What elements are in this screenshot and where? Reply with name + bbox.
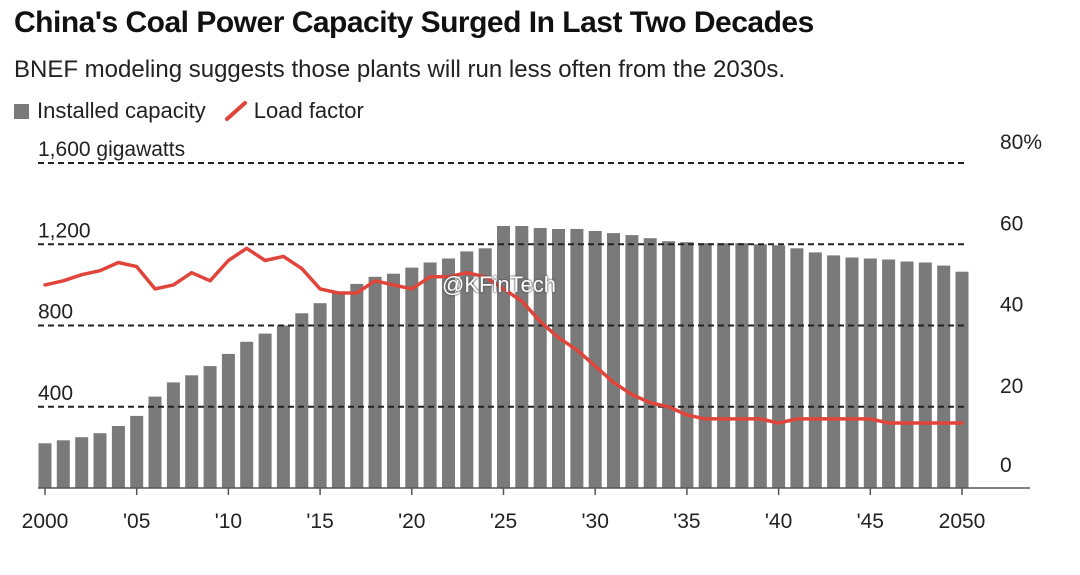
legend-label-load-factor: Load factor: [253, 98, 364, 123]
right-tick-label: 60: [1000, 212, 1023, 235]
capacity-bar: [570, 229, 584, 488]
capacity-bar: [93, 433, 107, 488]
x-tick-label: 2000: [22, 510, 69, 533]
capacity-bar: [680, 242, 694, 488]
capacity-bar: [130, 415, 144, 488]
capacity-bar: [552, 229, 565, 488]
x-tick-label: '20: [398, 510, 425, 533]
right-tick-label: 0: [1000, 454, 1012, 477]
capacity-bar: [662, 241, 676, 488]
capacity-bar: [258, 333, 272, 488]
capacity-bar: [900, 261, 914, 488]
capacity-bar: [185, 375, 199, 488]
capacity-bar: [790, 248, 804, 488]
capacity-bar: [918, 262, 932, 488]
x-tick-label: '40: [765, 510, 792, 533]
capacity-bar: [515, 226, 529, 488]
x-tick-label: '30: [582, 510, 609, 533]
capacity-bar: [331, 292, 345, 488]
legend-line-swatch-icon: [224, 101, 247, 121]
chart-title: China's Coal Power Capacity Surged In La…: [14, 6, 814, 39]
capacity-bar: [717, 243, 731, 488]
right-tick-label: 40: [1000, 294, 1023, 317]
capacity-bar: [313, 303, 327, 488]
capacity-bar: [588, 231, 602, 488]
capacity-bar: [955, 271, 969, 488]
capacity-bar: [607, 233, 620, 488]
capacity-bar: [735, 243, 749, 488]
capacity-bar: [111, 426, 125, 488]
capacity-bar: [845, 257, 859, 488]
capacity-bar: [221, 353, 235, 488]
capacity-bar: [625, 235, 639, 488]
right-tick-label: 80%: [1000, 131, 1042, 154]
capacity-bar: [827, 255, 841, 488]
capacity-bar: [937, 265, 951, 488]
capacity-bar: [753, 244, 767, 489]
chart-subtitle: BNEF modeling suggests those plants will…: [14, 56, 786, 83]
x-tick-label: '25: [490, 510, 517, 533]
capacity-bar: [772, 245, 786, 488]
x-tick-label: '05: [123, 510, 150, 533]
capacity-bar: [863, 258, 877, 488]
capacity-bar: [75, 437, 89, 488]
capacity-bar: [533, 228, 547, 488]
watermark: @KFinTech: [442, 272, 557, 297]
legend-bar-swatch-icon: [14, 103, 29, 119]
legend: Installed capacity Load factor: [14, 98, 364, 124]
x-tick-label: '15: [306, 510, 333, 533]
capacity-bar: [56, 440, 70, 488]
capacity-bar: [368, 276, 382, 489]
capacity-bar: [166, 382, 180, 488]
capacity-bars: [38, 226, 969, 489]
left-tick-label: 1,200: [38, 219, 91, 242]
x-tick-label: 2050: [939, 510, 986, 533]
x-tick-label: '10: [215, 510, 242, 533]
capacity-bar: [882, 259, 896, 488]
capacity-bar: [38, 443, 52, 488]
capacity-bar: [148, 396, 162, 488]
capacity-bar: [203, 366, 217, 488]
capacity-bar: [497, 226, 510, 488]
capacity-bar: [276, 325, 290, 488]
x-tick-label: '35: [673, 510, 700, 533]
capacity-bar: [295, 313, 309, 488]
capacity-bar: [240, 341, 254, 489]
capacity-bar: [808, 252, 822, 488]
capacity-bar: [405, 267, 419, 488]
capacity-bar: [643, 238, 657, 488]
capacity-bar: [423, 262, 437, 488]
capacity-bar: [350, 283, 364, 488]
right-tick-label: 20: [1000, 375, 1023, 398]
capacity-bar: [387, 273, 400, 488]
left-tick-label: 1,600 gigawatts: [38, 138, 185, 161]
left-tick-label: 800: [38, 301, 73, 324]
capacity-bar: [698, 243, 712, 488]
legend-label-installed-capacity: Installed capacity: [37, 98, 206, 123]
left-tick-label: 400: [38, 382, 73, 405]
x-tick-label: '45: [857, 510, 884, 533]
